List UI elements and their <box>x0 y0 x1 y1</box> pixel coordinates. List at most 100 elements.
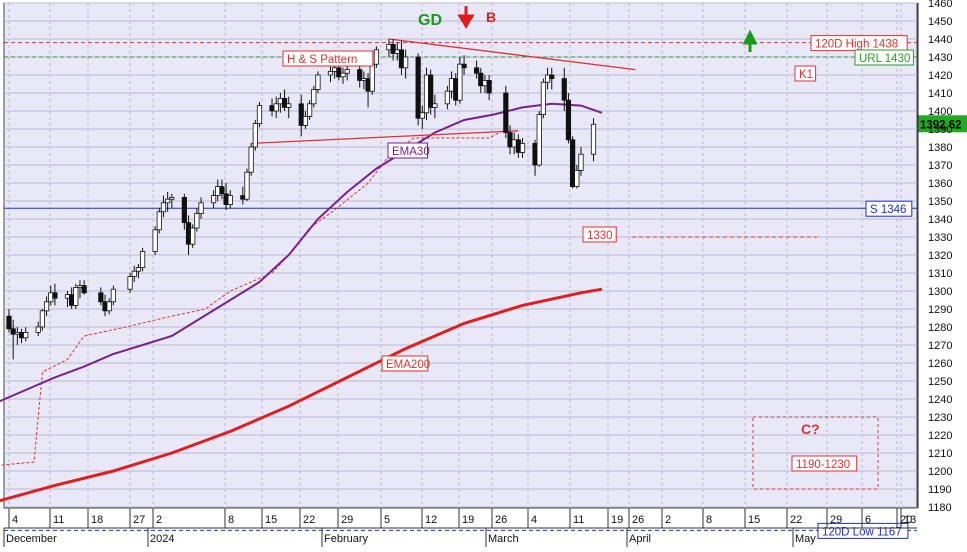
candle-body <box>198 202 204 215</box>
candle-body <box>152 229 158 252</box>
candle-body <box>519 142 526 153</box>
x-tick-label: 22 <box>790 514 802 526</box>
candle-body <box>286 103 292 108</box>
candle-body <box>453 78 459 101</box>
x-tick-label: 8 <box>228 514 234 526</box>
candle-body <box>398 49 405 69</box>
candle-body <box>227 195 233 206</box>
candle-body <box>10 328 16 335</box>
candle-body <box>219 186 225 195</box>
month-label: December <box>6 533 57 545</box>
candle-body <box>269 105 275 112</box>
level-120d-low-label: 120D Low 1167 <box>822 526 902 538</box>
candle-body <box>43 301 50 312</box>
candle-body <box>590 123 597 155</box>
x-tick-label: 26 <box>495 514 507 526</box>
candle-body <box>428 74 434 108</box>
candle-body <box>81 285 87 294</box>
candle-body <box>277 98 283 105</box>
candle-body <box>156 211 162 231</box>
x-tick-label: 4 <box>12 514 18 526</box>
candle-body <box>536 114 542 166</box>
y-tick-label: 1450 <box>928 16 952 28</box>
y-tick-label: 1440 <box>928 34 952 46</box>
candle-body <box>106 301 112 312</box>
ema200-line <box>0 287 603 503</box>
candle-body <box>336 67 342 78</box>
y-tick-label: 1410 <box>928 88 952 100</box>
y-tick-label: 1360 <box>928 178 952 190</box>
ema200-label-box <box>381 355 429 372</box>
candle-body <box>457 63 463 101</box>
candle-body <box>127 276 133 290</box>
target-zone-box <box>752 416 879 490</box>
candle-body <box>139 250 146 268</box>
hs-pattern-label: H & S Pattern <box>287 54 357 66</box>
candles <box>6 39 597 360</box>
y-tick-label: 1200 <box>928 466 952 478</box>
candle-body <box>69 294 75 306</box>
y-tick-label: 1400 <box>928 106 952 118</box>
candle-body <box>306 103 313 117</box>
candle-body <box>340 72 346 78</box>
candle-body <box>532 142 538 166</box>
candle-body <box>482 80 488 87</box>
level-url-label: URL 1430 <box>859 53 910 65</box>
candle-body <box>311 89 317 105</box>
level-1330-label: 1330 <box>587 230 613 242</box>
candle-body <box>6 315 12 330</box>
candle-body <box>210 195 217 204</box>
candle-body <box>540 81 547 115</box>
candle-body <box>432 103 438 108</box>
level-1330-label-box <box>582 226 617 243</box>
candle-body <box>461 63 467 69</box>
y-tick-label: 1320 <box>928 250 952 262</box>
candle-body <box>448 78 455 92</box>
candle-body <box>185 222 192 245</box>
annotations: 120D High 1438 URL 1430 S 1346 120D Low 116… <box>282 6 967 539</box>
candle-body <box>511 139 517 148</box>
candle-body <box>215 186 221 197</box>
candle-body <box>390 44 396 54</box>
candle-body <box>281 98 288 108</box>
candle-body <box>357 69 363 81</box>
y-tick-label: 1330 <box>928 232 952 244</box>
stop-line <box>0 128 507 466</box>
y-tick-label: 1310 <box>928 268 952 280</box>
arrow-down-icon <box>457 6 475 29</box>
x-tick-label: 11 <box>573 514 584 526</box>
x-tick-label: 6 <box>865 514 871 526</box>
candle-body <box>169 196 175 200</box>
candle-body <box>64 294 71 299</box>
candle-body <box>298 103 304 126</box>
y-tick-label: 1380 <box>928 142 952 154</box>
ema200-label: EMA200 <box>386 359 430 371</box>
x-tick-label: 11 <box>53 514 64 526</box>
x-tick-label: 29 <box>341 514 353 526</box>
candle-body <box>515 139 521 153</box>
candle-body <box>194 213 200 229</box>
candle-body <box>98 292 104 303</box>
candle-body <box>365 78 371 92</box>
x-tick-label: 2 <box>665 514 671 526</box>
x-tick-label: 8 <box>706 514 712 526</box>
candle-body <box>444 90 450 105</box>
candle-body <box>361 78 367 81</box>
k1-label: K1 <box>799 69 813 81</box>
x-tick-label: 22 <box>303 514 315 526</box>
candle-body <box>23 331 29 339</box>
candle-body <box>565 99 572 141</box>
candle-body <box>419 112 425 119</box>
candle-body <box>332 67 338 72</box>
y-tick-label: 1180 <box>928 502 952 514</box>
candle-body <box>549 74 555 79</box>
candle-body <box>327 71 334 76</box>
candle-body <box>503 92 509 133</box>
x-tick-label: 15 <box>265 514 277 526</box>
candle-body <box>394 49 400 54</box>
candle-body <box>561 78 567 101</box>
last-price-label: 1392.62 <box>920 119 962 131</box>
last-price-box <box>918 115 967 133</box>
candle-body <box>110 288 116 303</box>
candle-body <box>386 44 392 51</box>
